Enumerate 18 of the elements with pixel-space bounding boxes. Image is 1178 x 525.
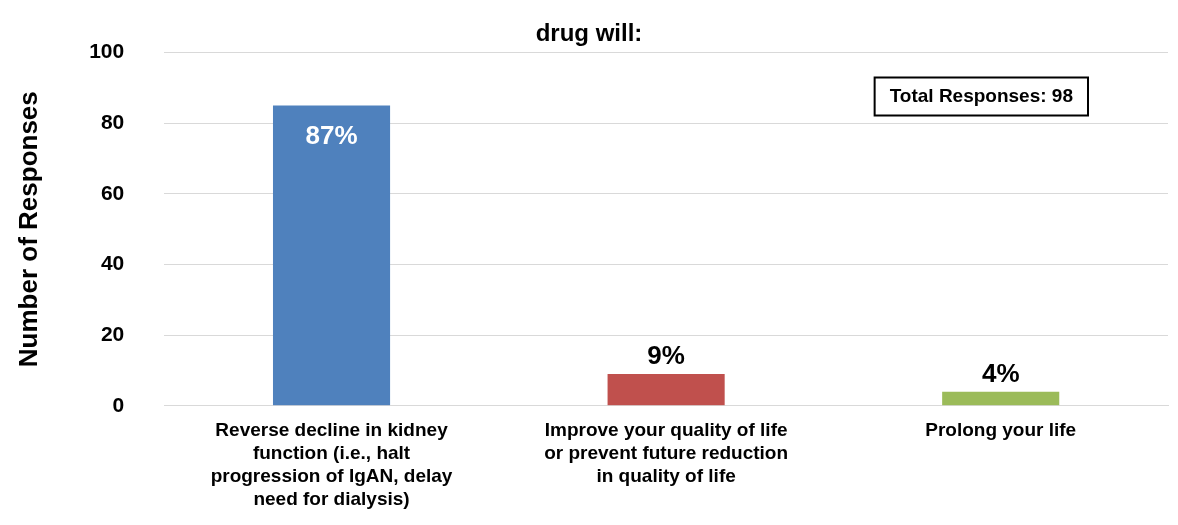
- annotation: 9%: [647, 340, 685, 371]
- x-tick-label: Prolong your life: [925, 419, 1077, 441]
- bar: [607, 374, 725, 406]
- y-tick-label: 40: [100, 251, 125, 275]
- x-tick-label: Improve your quality of life or prevent future reduction in quality of life: [544, 419, 789, 487]
- y-tick-label: 0: [112, 392, 125, 416]
- y-tick-label: 80: [100, 110, 125, 134]
- x-tick-label: Reverse decline in kidney function (i.e., halt progression of IgAN, delay need for dialysis): [210, 419, 453, 509]
- y-tick-label: 60: [100, 180, 125, 204]
- annotation: 87%: [305, 119, 358, 150]
- y-axis-title: Number of Responses: [12, 91, 43, 368]
- annotation: Total Responses: 98: [889, 84, 1073, 106]
- bar: [272, 105, 391, 406]
- y-tick-label: 100: [89, 39, 125, 63]
- annotation: 4%: [981, 357, 1020, 388]
- bar: [942, 391, 1060, 406]
- y-tick-label: 20: [100, 321, 125, 345]
- chart-title: drug will:: [535, 18, 643, 46]
